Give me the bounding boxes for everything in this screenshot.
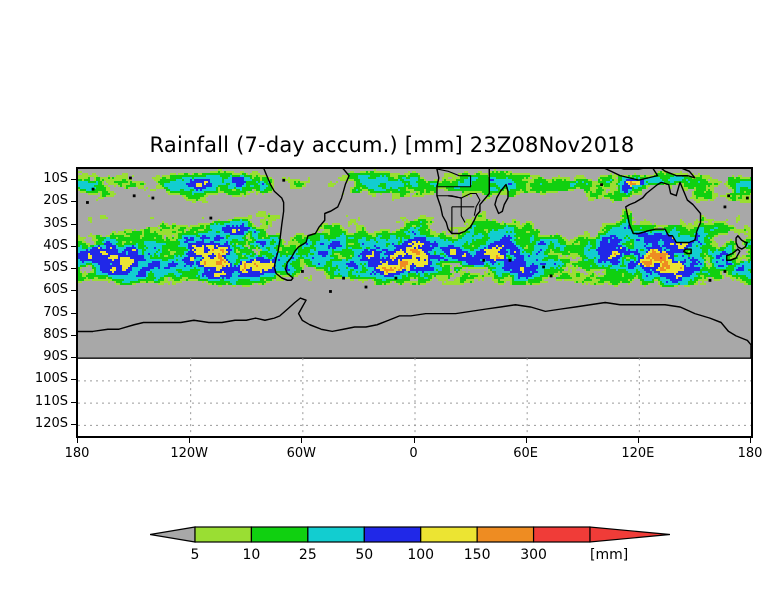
x-axis-tick-mark <box>77 438 78 443</box>
rainfall-heatmap-canvas <box>78 169 751 436</box>
x-axis-tick-label: 60E <box>513 446 539 461</box>
y-axis-tick-label: 110S <box>34 393 68 409</box>
colorbar-units-label: [mm] <box>590 547 629 563</box>
x-axis-tick-label: 120W <box>170 446 208 461</box>
page-title: Rainfall (7-day accum.) [mm] 23Z08Nov201… <box>149 133 635 157</box>
colorbar-segment <box>420 526 478 543</box>
y-axis-tick-mark <box>71 313 76 314</box>
y-axis-tick-mark <box>71 201 76 202</box>
colorbar-segment <box>363 526 422 543</box>
x-axis-tick-mark <box>526 438 527 443</box>
colorbar-arrow-low <box>150 526 196 543</box>
x-axis-tick-mark <box>414 438 415 443</box>
colorbar-segment <box>194 526 253 543</box>
y-axis-tick-mark <box>71 290 76 291</box>
y-axis-tick-label: 90S <box>43 349 68 365</box>
y-axis-tick-label: 40S <box>43 237 68 253</box>
y-axis-tick-label: 60S <box>43 282 68 298</box>
x-axis-tick-label: 0 <box>409 446 418 461</box>
colorbar-segment <box>476 526 535 543</box>
colorbar-segment <box>532 526 591 543</box>
y-axis-tick-mark <box>71 224 76 225</box>
colorbar-tick-label: 25 <box>298 547 317 563</box>
y-axis-tick-label: 80S <box>43 326 68 342</box>
y-axis-tick-mark <box>71 246 76 247</box>
y-axis-tick-mark <box>71 424 76 425</box>
colorbar-tick-label: 100 <box>407 547 435 563</box>
y-axis-tick-mark <box>71 379 76 380</box>
y-axis-tick-label: 20S <box>43 193 68 209</box>
colorbar-tick-label: 5 <box>190 547 200 563</box>
colorbar-tick-label: 10 <box>242 547 261 563</box>
x-axis-tick-mark <box>301 438 302 443</box>
y-axis-tick-label: 120S <box>34 415 68 431</box>
x-axis-tick-label: 180 <box>64 446 90 461</box>
colorbar-swatches <box>150 526 670 543</box>
y-axis-tick-label: 100S <box>34 371 68 387</box>
y-axis-tick-label: 30S <box>43 215 68 231</box>
colorbar-segment <box>250 526 309 543</box>
x-axis-tick-label: 120E <box>621 446 655 461</box>
y-axis-tick-mark <box>71 357 76 358</box>
y-axis-tick-label: 50S <box>43 260 68 276</box>
y-axis-tick-mark <box>71 335 76 336</box>
colorbar-tick-label: 300 <box>520 547 547 563</box>
colorbar-tick-label: 50 <box>355 547 374 563</box>
x-axis-tick-mark <box>189 438 190 443</box>
y-axis-tick-mark <box>71 402 76 403</box>
colorbar-arrow-high <box>589 526 670 543</box>
colorbar-segment <box>307 526 365 543</box>
y-axis-tick-mark <box>71 268 76 269</box>
map-plot-area <box>76 167 753 438</box>
colorbar-tick-label: 150 <box>463 547 491 563</box>
colorbar: 5 10 25 50 100 150 300 [mm] <box>150 515 670 575</box>
y-axis-tick-label: 70S <box>43 304 68 320</box>
x-axis-tick-label: 60W <box>286 446 317 461</box>
gridlines <box>78 358 751 436</box>
y-axis-tick-label: 10S <box>43 171 68 187</box>
y-axis-tick-mark <box>71 179 76 180</box>
x-axis-tick-mark <box>750 438 751 443</box>
x-axis-tick-label: 180 <box>737 446 763 461</box>
x-axis-tick-mark <box>638 438 639 443</box>
